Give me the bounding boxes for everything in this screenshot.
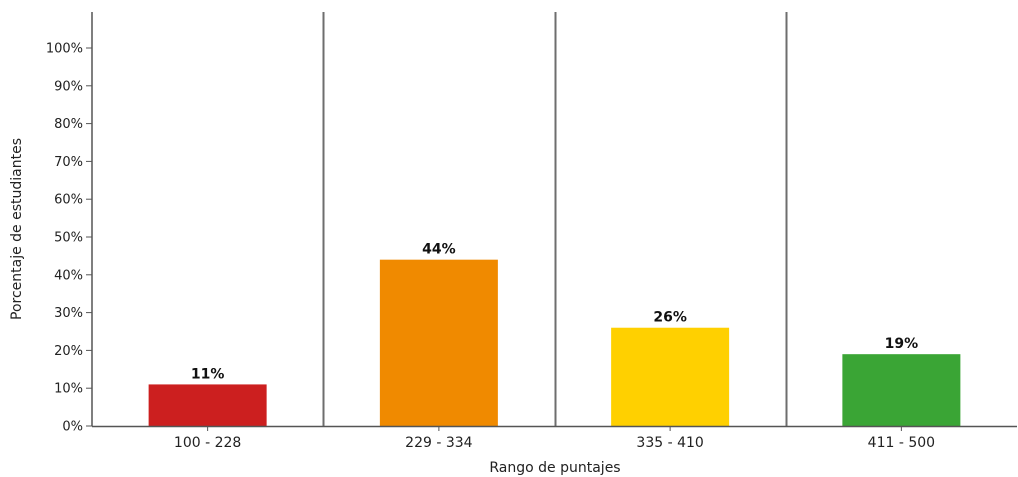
bar-value-label: 44% bbox=[422, 242, 456, 258]
y-tick-label: 80% bbox=[54, 117, 83, 132]
x-tick-label: 411 - 500 bbox=[868, 435, 935, 451]
y-axis-ticks: 0% 10% 20% 30% 40% 50% 60% 70% 80% 90% 100% bbox=[46, 42, 92, 435]
category-separators bbox=[322, 12, 788, 426]
bar-value-label: 11% bbox=[191, 366, 225, 382]
bar bbox=[148, 384, 267, 426]
y-tick-label: 50% bbox=[54, 231, 83, 246]
bar-value-label: 19% bbox=[885, 336, 919, 352]
bar bbox=[379, 259, 498, 426]
x-axis-title: Rango de puntajes bbox=[489, 460, 620, 476]
bar-value-label: 26% bbox=[653, 310, 687, 326]
y-tick-label: 30% bbox=[54, 306, 83, 321]
bars: 11% 44% 26% 19% bbox=[148, 242, 961, 426]
x-tick-label: 335 - 410 bbox=[636, 435, 703, 451]
bar bbox=[842, 354, 961, 426]
x-tick-label: 100 - 228 bbox=[174, 435, 241, 451]
bar bbox=[611, 327, 730, 426]
y-tick-label: 0% bbox=[62, 420, 83, 435]
y-tick-label: 100% bbox=[46, 42, 83, 57]
y-axis-title: Porcentaje de estudiantes bbox=[9, 138, 25, 320]
x-tick-label: 229 - 334 bbox=[405, 435, 472, 451]
y-tick-label: 10% bbox=[54, 382, 83, 397]
y-tick-label: 60% bbox=[54, 193, 83, 208]
y-tick-label: 40% bbox=[54, 268, 83, 283]
y-tick-label: 90% bbox=[54, 79, 83, 94]
y-tick-label: 70% bbox=[54, 155, 83, 170]
y-tick-label: 20% bbox=[54, 344, 83, 359]
x-axis-ticks: 100 - 228 229 - 334 335 - 410 411 - 500 bbox=[174, 426, 935, 451]
axes bbox=[91, 12, 1017, 428]
